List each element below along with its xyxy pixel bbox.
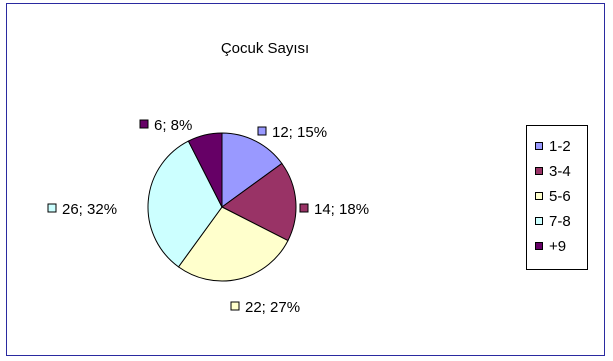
legend-label: 5-6	[549, 187, 571, 205]
legend-item: 5-6	[535, 187, 571, 205]
chart-title: Çocuk Sayısı	[220, 40, 310, 57]
data-label: 22; 27%	[245, 299, 300, 316]
legend-label: 1-2	[549, 137, 571, 155]
legend: 1-2 3-4 5-6 7-8 +9	[526, 125, 588, 270]
data-label: 6; 8%	[154, 117, 192, 134]
legend-item: +9	[535, 237, 567, 255]
data-label: 12; 15%	[272, 124, 327, 141]
legend-item: 3-4	[535, 162, 571, 180]
pie-slice-5-6	[177, 206, 289, 282]
data-label-swatch	[299, 203, 309, 213]
legend-swatch	[535, 142, 543, 150]
pie-slice-3-4	[221, 162, 297, 242]
data-label-swatch	[47, 203, 57, 213]
pie-slice-+9	[187, 132, 223, 208]
legend-swatch	[535, 217, 543, 225]
legend-swatch	[535, 167, 543, 175]
legend-label: 7-8	[549, 212, 571, 230]
data-label-swatch	[257, 126, 267, 136]
data-label-swatch	[139, 119, 149, 129]
data-label: 14; 18%	[314, 201, 369, 218]
legend-label: +9	[549, 237, 567, 255]
data-label: 26; 32%	[62, 201, 117, 218]
legend-item: 1-2	[535, 137, 571, 155]
legend-item: 7-8	[535, 212, 571, 230]
legend-label: 3-4	[549, 162, 571, 180]
chart-frame	[6, 3, 605, 356]
legend-swatch	[535, 242, 543, 250]
pie-slice-1-2	[221, 132, 283, 208]
data-label-swatch	[230, 301, 240, 311]
legend-swatch	[535, 192, 543, 200]
pie-slice-7-8	[147, 140, 223, 268]
